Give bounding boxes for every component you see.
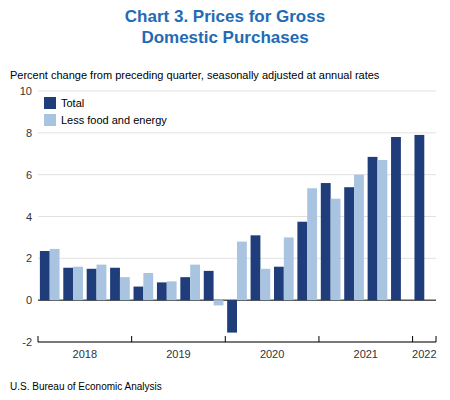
bar <box>414 135 424 300</box>
x-tick <box>38 336 39 342</box>
legend-swatch <box>44 114 56 126</box>
bar <box>204 271 214 300</box>
bar <box>214 300 224 305</box>
bar <box>63 268 73 300</box>
bar <box>391 137 401 300</box>
x-axis: 2018 2019 2020 2021 2022 <box>38 336 437 360</box>
bar <box>237 242 247 301</box>
x-axis-line <box>38 342 436 343</box>
bar <box>307 188 317 300</box>
bar <box>40 251 50 300</box>
y-tick-label: 2 <box>26 252 32 264</box>
y-tick-label: 4 <box>26 211 32 223</box>
bar <box>354 175 364 301</box>
x-tick-label: 2021 <box>354 348 378 360</box>
bar <box>331 199 341 300</box>
bar <box>321 183 331 300</box>
bar <box>97 265 107 301</box>
bar <box>167 281 177 300</box>
x-tick <box>225 336 226 342</box>
bar <box>274 267 284 300</box>
grid-line <box>38 342 436 343</box>
legend-label: Less food and energy <box>61 114 167 126</box>
bar <box>377 160 387 300</box>
bar <box>134 287 144 301</box>
bar <box>120 277 130 300</box>
x-tick <box>412 336 413 342</box>
x-tick <box>318 336 319 342</box>
bar <box>227 300 237 332</box>
footer: U.S. Bureau of Economic Analysis <box>10 381 162 392</box>
chart: Chart 3. Prices for GrossDomestic Purcha… <box>0 0 450 400</box>
legend-swatch <box>44 97 56 109</box>
subtitle: Percent change from preceding quarter, s… <box>10 69 380 81</box>
bar <box>190 265 200 301</box>
legend-label: Total <box>61 97 84 109</box>
x-tick-label: 2022 <box>412 348 436 360</box>
x-tick-label: 2018 <box>73 348 97 360</box>
y-tick-label: 6 <box>26 169 32 181</box>
x-tick-label: 2019 <box>166 348 190 360</box>
bar <box>284 237 294 300</box>
bars <box>40 135 424 333</box>
bar <box>297 222 307 300</box>
bar <box>260 269 270 300</box>
grid <box>38 91 436 342</box>
bar <box>368 157 378 300</box>
x-tick <box>131 336 132 342</box>
y-tick-label: 10 <box>20 85 32 97</box>
bar <box>251 235 261 300</box>
bar <box>87 269 97 300</box>
x-tick-label: 2020 <box>260 348 284 360</box>
title: Chart 3. Prices for GrossDomestic Purcha… <box>125 7 325 47</box>
bar <box>73 267 83 300</box>
grid-line <box>38 91 436 92</box>
bar <box>143 273 153 300</box>
legend: Total Less food and energy <box>44 97 167 126</box>
bar <box>157 282 167 300</box>
grid-line <box>38 132 436 133</box>
bar <box>110 268 120 300</box>
x-axis-end <box>436 336 437 342</box>
bar <box>180 277 190 300</box>
y-tick-label: 8 <box>26 127 32 139</box>
bar <box>344 187 354 300</box>
y-tick-label: -2 <box>22 336 32 348</box>
bar <box>50 249 60 300</box>
y-tick-label: 0 <box>26 294 32 306</box>
